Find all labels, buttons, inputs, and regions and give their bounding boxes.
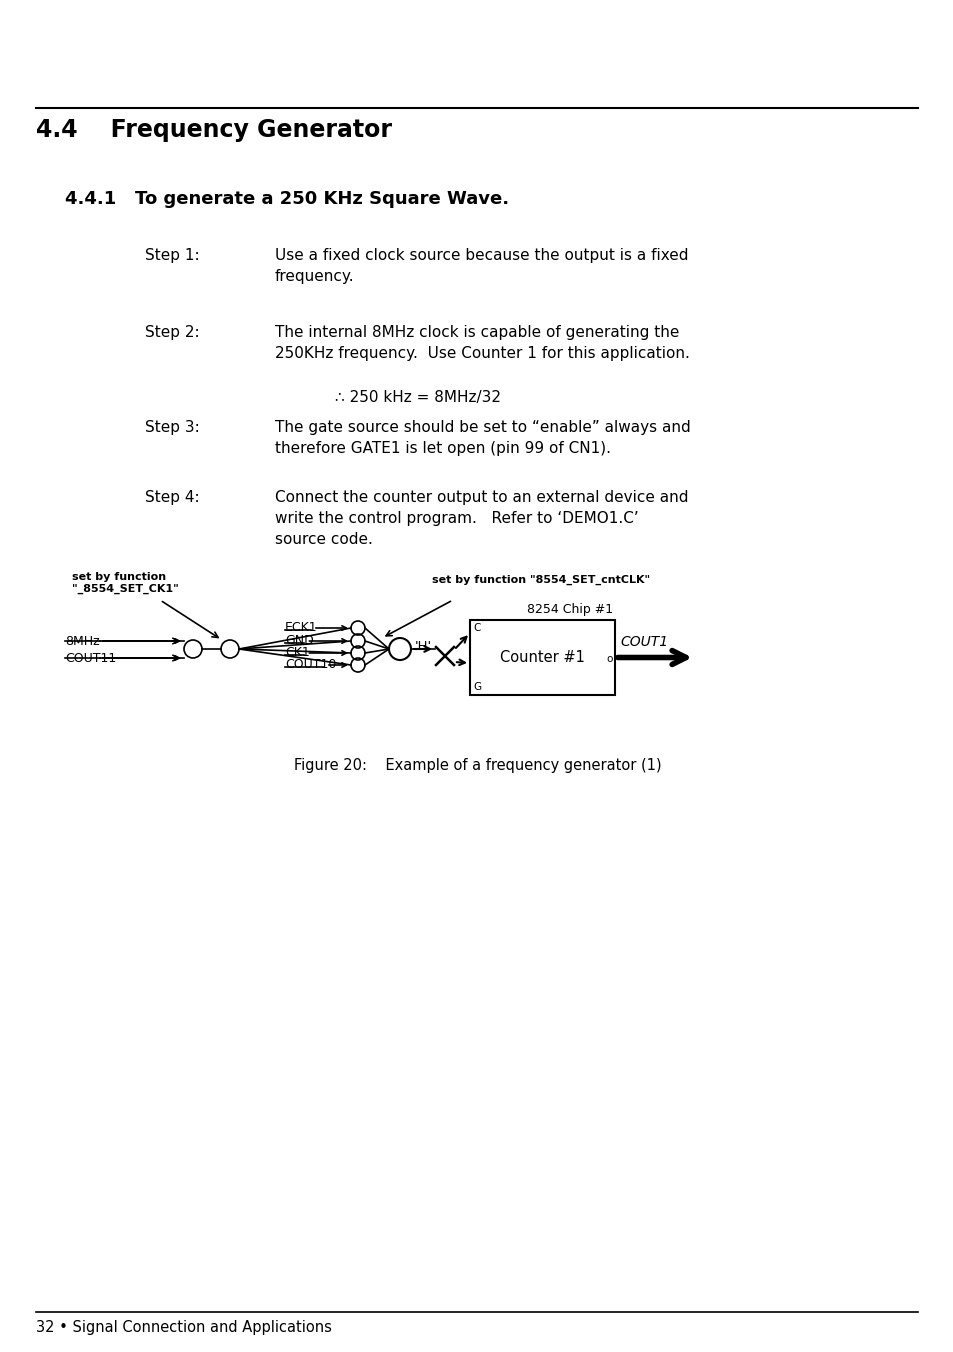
Text: 'H': 'H': [415, 639, 432, 653]
Text: G: G: [473, 681, 480, 692]
Text: Use a fixed clock source because the output is a fixed
frequency.: Use a fixed clock source because the out…: [274, 247, 688, 284]
Text: o: o: [606, 654, 613, 664]
Text: 4.4.1   To generate a 250 KHz Square Wave.: 4.4.1 To generate a 250 KHz Square Wave.: [65, 191, 509, 208]
Text: Step 3:: Step 3:: [145, 420, 199, 435]
Text: Step 1:: Step 1:: [145, 247, 199, 264]
Text: COUT1: COUT1: [619, 635, 667, 649]
Text: Step 2:: Step 2:: [145, 324, 199, 339]
Text: COUT11: COUT11: [65, 652, 116, 665]
Text: ∴ 250 kHz = 8MHz/32: ∴ 250 kHz = 8MHz/32: [335, 389, 500, 406]
Text: 8254 Chip #1: 8254 Chip #1: [526, 603, 613, 617]
Text: set by function "8554_SET_cntCLK": set by function "8554_SET_cntCLK": [432, 575, 649, 585]
Text: 8MHz: 8MHz: [65, 635, 99, 648]
Text: Figure 20:    Example of a frequency generator (1): Figure 20: Example of a frequency genera…: [294, 758, 661, 773]
Text: Step 4:: Step 4:: [145, 489, 199, 506]
Text: The gate source should be set to “enable” always and
therefore GATE1 is let open: The gate source should be set to “enable…: [274, 420, 690, 456]
Text: COUT10: COUT10: [285, 658, 336, 672]
Text: 4.4    Frequency Generator: 4.4 Frequency Generator: [36, 118, 392, 142]
Text: GND: GND: [285, 634, 314, 648]
Text: The internal 8MHz clock is capable of generating the
250KHz frequency.  Use Coun: The internal 8MHz clock is capable of ge…: [274, 324, 689, 361]
Text: C: C: [473, 623, 480, 633]
Bar: [470, 621, 615, 695]
Text: set by function
"_8554_SET_CK1": set by function "_8554_SET_CK1": [71, 572, 178, 594]
Text: ECK1: ECK1: [285, 622, 317, 634]
Text: Connect the counter output to an external device and
write the control program. : Connect the counter output to an externa…: [274, 489, 688, 548]
Text: CK1: CK1: [285, 646, 310, 660]
Text: Counter #1: Counter #1: [499, 650, 584, 665]
Text: 32 • Signal Connection and Applications: 32 • Signal Connection and Applications: [36, 1320, 332, 1334]
